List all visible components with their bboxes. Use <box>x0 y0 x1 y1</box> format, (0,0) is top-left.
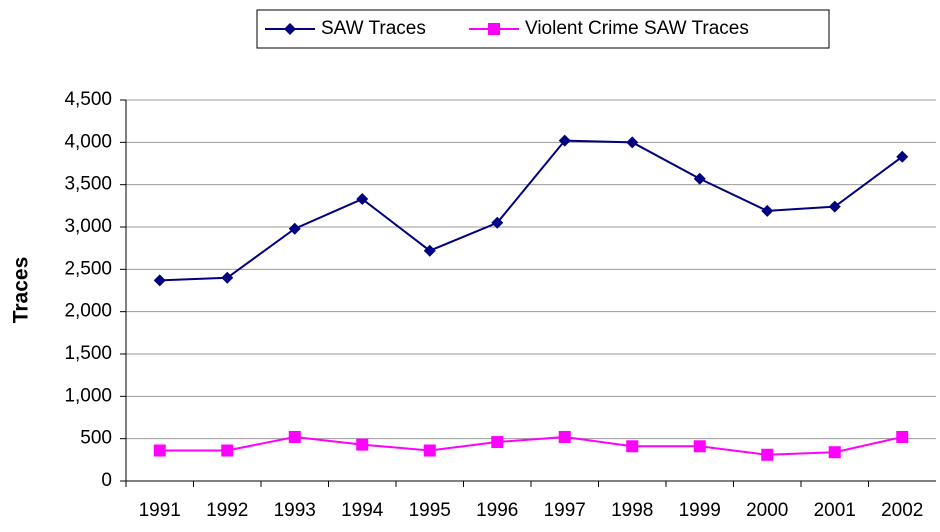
data-point <box>221 444 234 457</box>
x-tick-label: 2002 <box>881 500 923 521</box>
data-point <box>356 438 369 451</box>
data-point <box>693 440 706 453</box>
data-point <box>693 172 706 185</box>
legend-marker <box>284 23 296 35</box>
data-point <box>896 150 909 163</box>
x-tick-label: 1992 <box>206 500 248 521</box>
legend-label: SAW Traces <box>321 18 426 39</box>
data-point <box>221 271 234 284</box>
y-tick-label: 500 <box>80 428 112 449</box>
x-tick-label: 1994 <box>341 500 384 521</box>
x-tick-label: 1999 <box>679 500 721 521</box>
x-tick-label: 1997 <box>544 500 586 521</box>
x-tick-label: 2001 <box>814 500 856 521</box>
x-tick-label: 1998 <box>611 500 653 521</box>
data-point <box>423 244 436 257</box>
y-tick-label: 3,000 <box>64 216 112 237</box>
legend-marker <box>488 23 500 35</box>
data-point <box>288 222 301 235</box>
data-point <box>828 200 841 213</box>
series-line <box>159 139 903 282</box>
data-point <box>626 440 639 453</box>
y-tick-label: 4,000 <box>64 131 112 152</box>
data-point <box>491 436 504 449</box>
y-tick-label: 2,500 <box>64 258 112 279</box>
series-line <box>159 435 903 456</box>
y-tick-label: 4,500 <box>64 89 112 110</box>
legend-label: Violent Crime SAW Traces <box>525 18 749 39</box>
data-point <box>356 193 369 206</box>
data-point <box>626 136 639 149</box>
x-tick-label: 1991 <box>139 500 181 521</box>
y-tick-label: 3,500 <box>64 174 112 195</box>
data-point <box>288 430 301 443</box>
x-tick-label: 1995 <box>409 500 451 521</box>
y-tick-label: 1,500 <box>64 343 112 364</box>
data-point <box>558 134 571 147</box>
y-tick-label: 0 <box>101 470 112 491</box>
data-point <box>761 204 774 217</box>
y-tick-label: 1,000 <box>64 385 112 406</box>
x-tick-label: 2000 <box>746 500 788 521</box>
y-axis-title: Traces <box>10 257 33 324</box>
data-point <box>153 274 166 287</box>
data-point <box>491 216 504 229</box>
data-point <box>423 444 436 457</box>
y-tick-label: 2,000 <box>64 301 112 322</box>
data-point <box>153 444 166 457</box>
x-tick-label: 1993 <box>274 500 316 521</box>
data-point <box>828 446 841 459</box>
data-point <box>896 430 909 443</box>
x-tick-label: 1996 <box>476 500 518 521</box>
legend-box <box>256 9 830 49</box>
data-point <box>761 448 774 461</box>
data-point <box>558 430 571 443</box>
